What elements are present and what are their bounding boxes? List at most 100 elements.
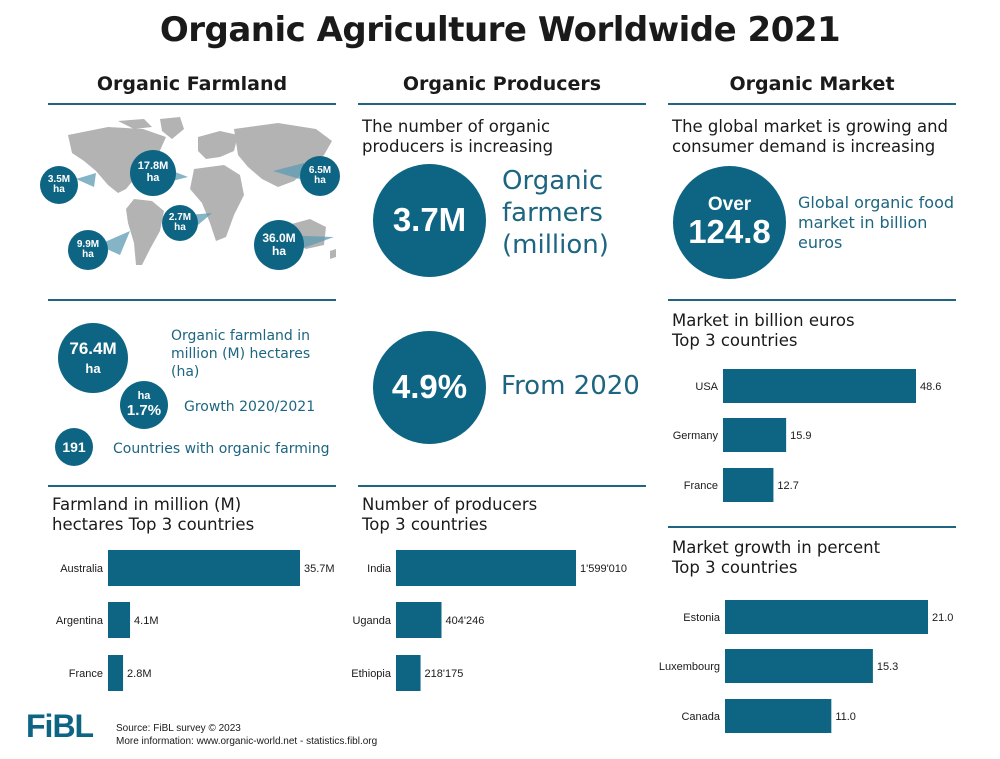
chart-producers: India 1'599'010 Uganda 404'246 Ethiopia 218'1…: [351, 550, 627, 691]
world-map-svg: [68, 117, 336, 265]
footer-source-text: Source: FiBL survey © 2023: [116, 723, 241, 734]
market-heading: Organic Market: [729, 73, 895, 95]
map-bubble-unit: ha: [314, 175, 326, 186]
bar: [725, 699, 832, 733]
market-intro: The global market is growing and consume…: [672, 117, 949, 156]
producers-growth-label: From 2020: [501, 371, 640, 401]
category-label: Argentina: [56, 615, 104, 627]
map-bubble-unit: ha: [146, 172, 160, 184]
bar: [396, 655, 421, 691]
farmland-map-rule: [48, 299, 336, 301]
market-chart-rule: [668, 526, 956, 528]
bar: [108, 602, 131, 638]
producers-heading-rule: [358, 103, 646, 105]
category-label: Ethiopia: [351, 668, 392, 680]
map-bubble-north-america-west: 3.5M ha: [40, 166, 78, 204]
chart-farmland: Australia 35.7M Argentina 4.1M France 2.8M: [56, 550, 335, 691]
category-label: Estonia: [683, 612, 721, 624]
page-title: Organic Agriculture Worldwide 2021: [159, 10, 841, 50]
category-label: Uganda: [352, 615, 391, 627]
value-label: 1'599'010: [580, 563, 627, 575]
countries-circle: 191: [55, 428, 93, 466]
producers-stats-rule: [358, 485, 646, 487]
farmland-growth-label: Growth 2020/2021: [184, 399, 316, 415]
chart-title-market: Market in billion euros Top 3 countries: [672, 311, 855, 350]
market-stats-rule: [668, 299, 956, 301]
bar: [723, 468, 774, 502]
value-label: 218'175: [425, 668, 464, 680]
farmland-stats-rule: [48, 485, 336, 487]
value-label: 4.1M: [134, 615, 158, 627]
chart-title-producers: Number of producers Top 3 countries: [362, 495, 538, 534]
footer-source: Source: FiBL survey © 2023 More informat…: [116, 722, 377, 748]
value-label: 404'246: [446, 615, 485, 627]
value-label: 15.3: [877, 661, 898, 673]
market-value: 124.8: [688, 213, 771, 251]
bar: [725, 649, 873, 683]
map-bubble-value: 9.9M: [76, 238, 100, 250]
value-label: 35.7M: [304, 563, 335, 575]
chart-title-market-growth: Market growth in percent Top 3 countries: [672, 538, 881, 577]
farmland-heading-rule: [48, 103, 336, 105]
farmers-value: 3.7M: [392, 201, 467, 239]
chart-market-growth: Estonia 21.0 Luxembourg 15.3 Canada 11.0: [659, 600, 953, 733]
farmers-label: Organic farmers (million): [502, 166, 609, 260]
farmland-growth-unit: ha: [137, 390, 151, 403]
category-label: Australia: [60, 563, 104, 575]
farmers-circle: 3.7M: [373, 164, 486, 277]
category-label: India: [367, 563, 392, 575]
category-label: USA: [695, 381, 718, 393]
fibl-logo: FiBL: [26, 708, 94, 744]
bar: [723, 369, 916, 403]
category-label: Luxembourg: [659, 661, 720, 673]
bar: [396, 550, 576, 586]
footer-more-info: More information: www.organic-world.net …: [116, 736, 378, 747]
bar: [723, 418, 787, 452]
category-label: Germany: [673, 430, 719, 442]
market-heading-rule: [668, 103, 956, 105]
category-label: France: [69, 668, 103, 680]
farmland-growth-value: 1.7%: [126, 401, 162, 419]
map-bubble-latin-america: 9.9M ha: [68, 230, 108, 270]
producers-growth-circle: 4.9%: [373, 331, 486, 444]
producers-heading: Organic Producers: [402, 73, 602, 95]
bar: [396, 602, 442, 638]
farmland-growth-circle: ha 1.7%: [120, 381, 168, 429]
chart-market: USA 48.6 Germany 15.9 France 12.7: [673, 369, 941, 502]
map-bubble-value: 3.5M: [47, 173, 71, 185]
category-label: Canada: [681, 711, 720, 723]
value-label: 21.0: [932, 612, 953, 624]
value-label: 2.8M: [127, 668, 151, 680]
countries-label: Countries with organic farming: [113, 441, 330, 457]
map-bubble-unit: ha: [53, 184, 65, 195]
bar: [725, 600, 928, 634]
chart-title-farmland: Farmland in million (M) hectares Top 3 c…: [52, 495, 255, 534]
market-over: Over: [707, 194, 752, 216]
farmland-total-value: 76.4M: [69, 339, 117, 359]
map-bubble-unit: ha: [271, 244, 286, 258]
countries-value: 191: [62, 438, 86, 455]
map-bubble-value: 2.7M: [168, 211, 192, 223]
value-label: 48.6: [920, 381, 941, 393]
map-bubble-oceania: 36.0M ha: [254, 220, 304, 270]
farmland-total-circle: 76.4M ha: [58, 323, 128, 393]
map-bubble-unit: ha: [82, 249, 94, 260]
category-label: France: [684, 480, 718, 492]
farmland-total-label: Organic farmland in million (M) hectares…: [171, 328, 311, 380]
value-label: 12.7: [777, 480, 798, 492]
map-bubble-asia: 6.5M ha: [300, 156, 340, 196]
market-circle: Over 124.8: [673, 166, 786, 279]
value-label: 11.0: [835, 711, 856, 723]
bar: [108, 550, 300, 586]
farmland-total-unit: ha: [85, 361, 101, 377]
bar: [108, 655, 124, 691]
map-bubble-value: 17.8M: [137, 160, 169, 173]
map-bubble-europe: 17.8M ha: [130, 150, 176, 196]
world-map: [48, 115, 338, 280]
map-bubble-unit: ha: [174, 222, 186, 233]
map-bubble-africa: 2.7M ha: [162, 205, 198, 241]
producers-growth-value: 4.9%: [391, 368, 468, 406]
map-bubble-value: 6.5M: [308, 164, 332, 176]
farmland-heading: Organic Farmland: [96, 73, 288, 95]
producers-intro: The number of organic producers is incre…: [362, 117, 554, 156]
